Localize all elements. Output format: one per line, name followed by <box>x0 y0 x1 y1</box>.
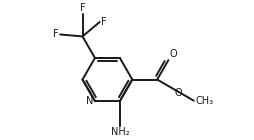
Text: O: O <box>169 49 177 59</box>
Text: NH₂: NH₂ <box>110 127 129 137</box>
Text: F: F <box>80 3 85 13</box>
Text: F: F <box>53 30 59 39</box>
Text: CH₃: CH₃ <box>195 96 213 106</box>
Text: N: N <box>86 96 93 106</box>
Text: O: O <box>175 88 182 98</box>
Text: F: F <box>101 17 107 27</box>
